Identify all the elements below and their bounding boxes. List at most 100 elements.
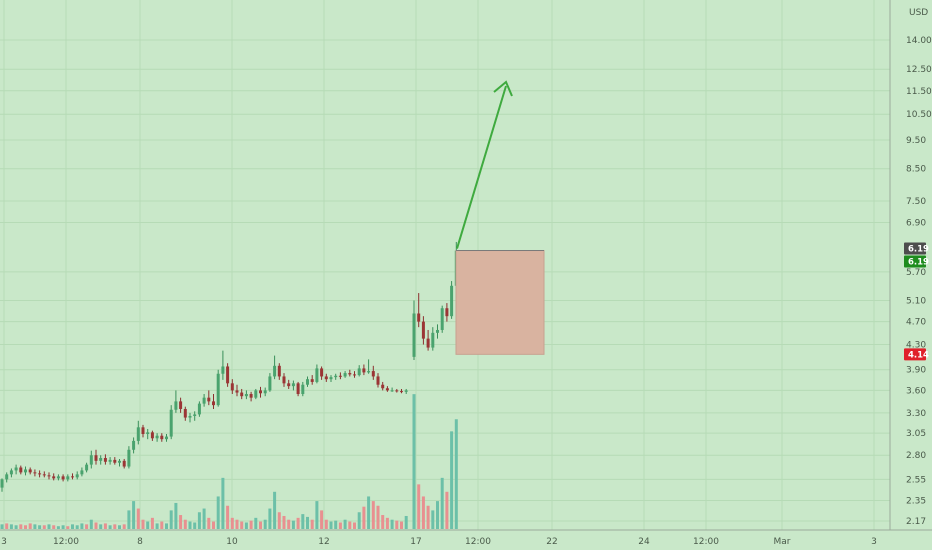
y-tick-label: 14.00 xyxy=(906,36,932,46)
x-tick-label: 12:00 xyxy=(465,537,491,547)
volume-bar xyxy=(230,517,234,529)
candle-body xyxy=(94,455,98,461)
volume-bar xyxy=(108,525,112,529)
candle-body xyxy=(127,449,131,467)
trend-arrow[interactable] xyxy=(456,85,507,249)
candle-body xyxy=(183,408,187,418)
volume-bar xyxy=(395,520,399,529)
x-tick-label: 3 xyxy=(871,537,877,547)
volume-bar xyxy=(28,523,32,529)
volume-bar xyxy=(450,431,454,529)
candle-body xyxy=(165,436,168,440)
volume-bar xyxy=(324,519,328,529)
x-tick-label: 12:00 xyxy=(53,537,79,547)
volume-bar xyxy=(273,491,277,529)
volume-bar xyxy=(226,505,230,529)
volume-bar xyxy=(85,524,89,529)
candle-body xyxy=(226,366,230,384)
volume-bar xyxy=(412,394,416,529)
volume-bar xyxy=(216,496,220,529)
volume-bar xyxy=(19,524,23,529)
volume-bar xyxy=(277,512,281,529)
price-badge xyxy=(904,255,926,268)
candle-body xyxy=(33,472,37,474)
candle-body xyxy=(287,383,291,387)
volume-bar xyxy=(400,521,403,529)
candle-body xyxy=(24,469,27,473)
volume-bar xyxy=(431,510,435,529)
price-axis[interactable]: 14.00 12.50 11.50 10.50 9.50 8.50 7.50 6.90 5.70… xyxy=(906,36,932,527)
candle-body xyxy=(338,375,342,377)
candle-body xyxy=(160,435,164,440)
volume-bar xyxy=(315,501,319,529)
volume-bar xyxy=(254,517,258,529)
volume-bar xyxy=(421,496,425,529)
volume-bars xyxy=(0,394,458,529)
y-tick-label: 11.50 xyxy=(906,87,932,97)
volume-bar xyxy=(263,519,267,529)
volume-bar xyxy=(99,524,103,529)
volume-bar xyxy=(155,523,159,529)
candle-body xyxy=(28,469,32,473)
volume-bar xyxy=(367,496,371,529)
y-tick-label: 2.55 xyxy=(906,475,926,485)
volume-bar xyxy=(426,505,430,529)
y-tick-label: 9.50 xyxy=(906,136,926,146)
candle-body xyxy=(146,432,150,435)
candle-body xyxy=(334,375,338,378)
volume-bar xyxy=(268,508,272,529)
volume-bar xyxy=(329,521,333,529)
volume-bar xyxy=(113,524,117,529)
candle-body xyxy=(188,415,192,418)
volume-bar xyxy=(42,525,46,529)
volume-bar xyxy=(132,501,136,529)
candle-body xyxy=(324,376,328,380)
volume-bar xyxy=(56,526,60,529)
candle-body xyxy=(99,458,103,461)
x-tick-label: 8 xyxy=(137,537,143,547)
y-tick-label: 2.17 xyxy=(906,517,926,527)
candle-body xyxy=(431,332,435,348)
candle-body xyxy=(385,388,389,391)
candle-body xyxy=(47,475,51,477)
y-tick-label: 2.80 xyxy=(906,451,926,461)
volume-bar xyxy=(296,517,300,529)
risk-box[interactable] xyxy=(455,250,545,355)
candle-body xyxy=(367,371,371,373)
volume-bar xyxy=(445,491,449,529)
candle-body xyxy=(306,379,309,385)
y-tick-label: 3.90 xyxy=(906,366,926,376)
volume-bar xyxy=(122,524,126,529)
candle-body xyxy=(155,435,159,439)
volume-bar xyxy=(436,501,439,529)
candle-body xyxy=(301,384,305,395)
candle-body xyxy=(66,476,70,480)
time-axis[interactable]: 3 12:00 8 10 12 17 12:00 22 24 12:00 Mar 3 xyxy=(1,537,877,547)
candle-body xyxy=(38,473,42,475)
candle-body xyxy=(426,338,430,348)
volume-bar xyxy=(249,520,253,529)
volume-bar xyxy=(141,519,145,529)
x-tick-label: 24 xyxy=(638,537,650,547)
y-tick-label: 12.50 xyxy=(906,65,932,75)
candle-body xyxy=(193,414,197,416)
volume-bar xyxy=(235,519,239,529)
volume-bar xyxy=(66,526,70,529)
x-tick-label: Mar xyxy=(774,537,791,547)
currency-label: USD xyxy=(909,8,928,18)
volume-bar xyxy=(282,515,286,529)
price-badge-label: 4.14 xyxy=(908,350,929,360)
candle-body xyxy=(315,368,319,382)
candle-body xyxy=(436,329,439,333)
volume-bar xyxy=(14,525,18,529)
volume-bar xyxy=(390,519,394,529)
y-tick-label: 4.30 xyxy=(906,341,926,351)
price-badges: 6.19 6.19 4.14 xyxy=(904,242,929,361)
x-tick-label: 10 xyxy=(226,537,238,547)
candle-body xyxy=(71,476,74,478)
volume-bar xyxy=(454,419,458,529)
volume-bar xyxy=(244,522,248,529)
candle-body xyxy=(268,376,272,391)
x-tick-label: 3 xyxy=(1,537,7,547)
